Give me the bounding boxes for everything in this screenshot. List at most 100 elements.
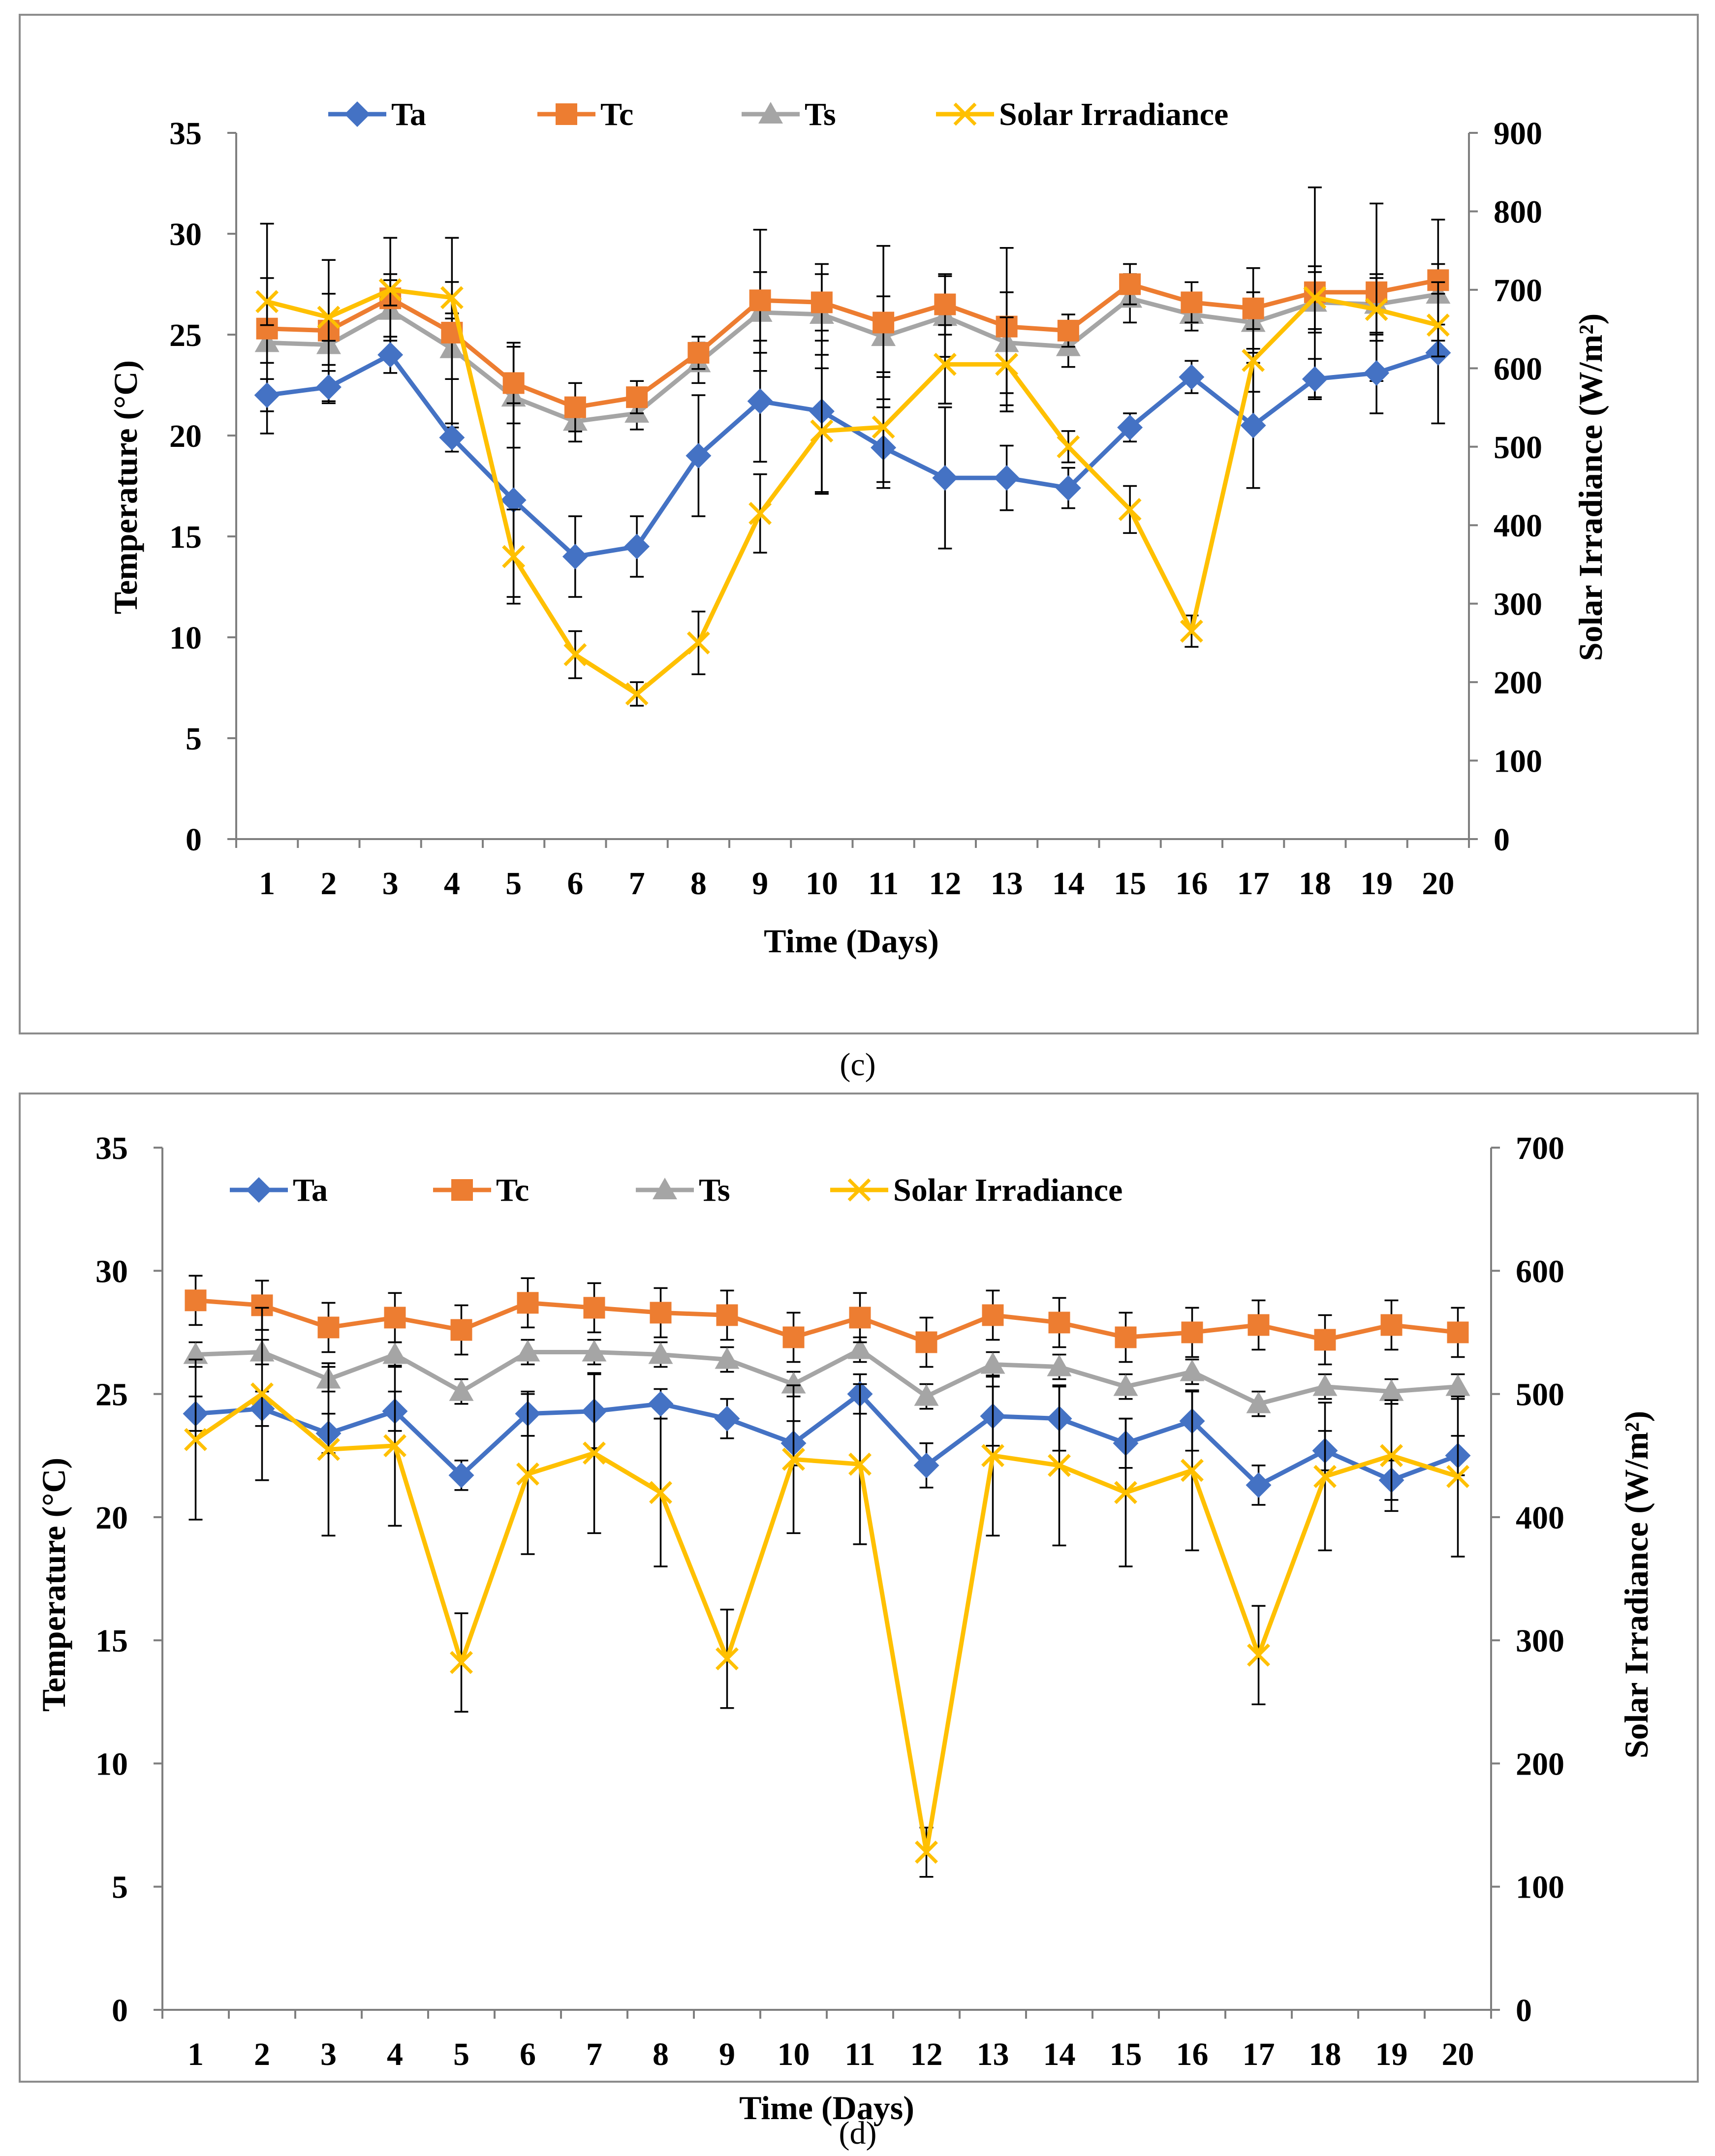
x-tick-label: 6 [520, 2036, 536, 2072]
chart-frame [19, 1093, 1699, 2083]
data-point [781, 1372, 806, 1394]
data-point [448, 1462, 474, 1488]
data-point [994, 465, 1020, 491]
data-point [384, 1307, 406, 1329]
series-ta [183, 1373, 1471, 1506]
data-point [747, 388, 773, 414]
data-point [583, 1441, 606, 1465]
data-point [715, 1347, 740, 1369]
x-tick-label: 18 [1299, 866, 1331, 902]
y2-tick-label: 100 [1494, 744, 1542, 780]
data-point [933, 352, 957, 376]
data-point [439, 425, 465, 451]
x-tick-label: 16 [1175, 866, 1208, 902]
data-point [449, 1379, 474, 1401]
y-tick-label: 25 [95, 1377, 128, 1413]
legend-item: Ta [230, 1172, 328, 1208]
data-point [847, 1337, 873, 1359]
legend-label: Solar Irradiance [893, 1172, 1123, 1208]
y-axis-title: Temperature (°C) [35, 1458, 72, 1712]
x-tick-label: 14 [1052, 866, 1085, 902]
data-point [782, 1326, 805, 1348]
x-tick-label: 15 [1110, 2036, 1142, 2072]
data-point [382, 1342, 407, 1364]
data-point [250, 1382, 274, 1406]
data-point [1247, 1314, 1270, 1336]
data-point [500, 487, 527, 513]
y2-tick-label: 200 [1516, 1746, 1564, 1782]
data-point [626, 386, 648, 408]
y2-tick-label: 0 [1494, 822, 1510, 858]
data-point [502, 545, 526, 568]
data-point [1246, 1472, 1272, 1498]
x-tick-label: 8 [653, 2036, 669, 2072]
data-point [1242, 348, 1265, 372]
y-tick-label: 10 [95, 1746, 128, 1782]
y-tick-label: 5 [112, 1870, 128, 1906]
legend-swatch-marker [847, 1178, 871, 1202]
y2-tick-label: 900 [1494, 116, 1542, 152]
data-point [1314, 1329, 1336, 1351]
data-point [1426, 313, 1450, 337]
data-point [1302, 366, 1328, 392]
data-point [1181, 1321, 1203, 1344]
data-point [515, 1340, 540, 1362]
data-point [1380, 1314, 1403, 1336]
data-point [687, 342, 710, 364]
data-point [450, 1651, 473, 1674]
legend-item: Tc [433, 1172, 529, 1208]
x-tick-label: 17 [1243, 2036, 1275, 2072]
legend-label: Tc [496, 1172, 529, 1208]
data-point [873, 312, 895, 334]
x-tick-label: 20 [1422, 866, 1454, 902]
legend-label: Ts [699, 1172, 730, 1208]
x-tick-label: 13 [991, 866, 1023, 902]
x-tick-label: 1 [187, 2036, 204, 2072]
x-tick-label: 10 [806, 866, 838, 902]
data-point [583, 1297, 605, 1319]
y-tick-label: 35 [95, 1130, 128, 1166]
data-point [582, 1340, 607, 1362]
legend-swatch-marker [953, 102, 977, 126]
data-point [982, 1304, 1004, 1326]
data-point [1180, 619, 1203, 643]
legend-label: Ts [805, 96, 836, 132]
data-point [913, 1452, 939, 1478]
y-tick-label: 15 [95, 1623, 128, 1659]
legend: Ta Tc Ts Solar Irradiance [328, 96, 1228, 132]
series-tc [185, 1275, 1469, 1368]
data-point [183, 1342, 208, 1364]
data-point [440, 286, 464, 310]
data-point [1247, 1643, 1270, 1667]
x-tick-label: 15 [1114, 866, 1146, 902]
y-tick-label: 0 [112, 1993, 128, 2029]
x-tick-label: 3 [382, 866, 399, 902]
data-point [1240, 412, 1266, 438]
data-point [1113, 1374, 1138, 1396]
y2-tick-label: 300 [1516, 1623, 1564, 1659]
data-point [317, 1316, 340, 1339]
y2-tick-label: 700 [1494, 273, 1542, 309]
data-point [650, 1302, 672, 1324]
data-point [317, 1437, 340, 1461]
legend-swatch-marker [344, 101, 370, 127]
data-point [934, 293, 956, 315]
y2-axis-title: Solar Irradiance (W/m²) [1572, 313, 1609, 661]
x-tick-label: 7 [586, 2036, 602, 2072]
data-point [1365, 298, 1388, 321]
data-point [383, 1434, 406, 1458]
legend-label: Ta [293, 1172, 328, 1208]
data-point [716, 1304, 738, 1326]
data-point [1114, 1481, 1137, 1504]
y-tick-label: 0 [186, 822, 202, 858]
data-point [749, 289, 771, 312]
x-tick-label: 19 [1375, 2036, 1408, 2072]
data-point [686, 443, 712, 469]
y-tick-label: 20 [169, 418, 202, 454]
x-tick-label: 3 [320, 2036, 337, 2072]
x-tick-label: 13 [977, 2036, 1009, 2072]
x-tick-label: 11 [844, 2036, 875, 2072]
x-tick-label: 9 [752, 866, 768, 902]
data-point [686, 631, 710, 655]
